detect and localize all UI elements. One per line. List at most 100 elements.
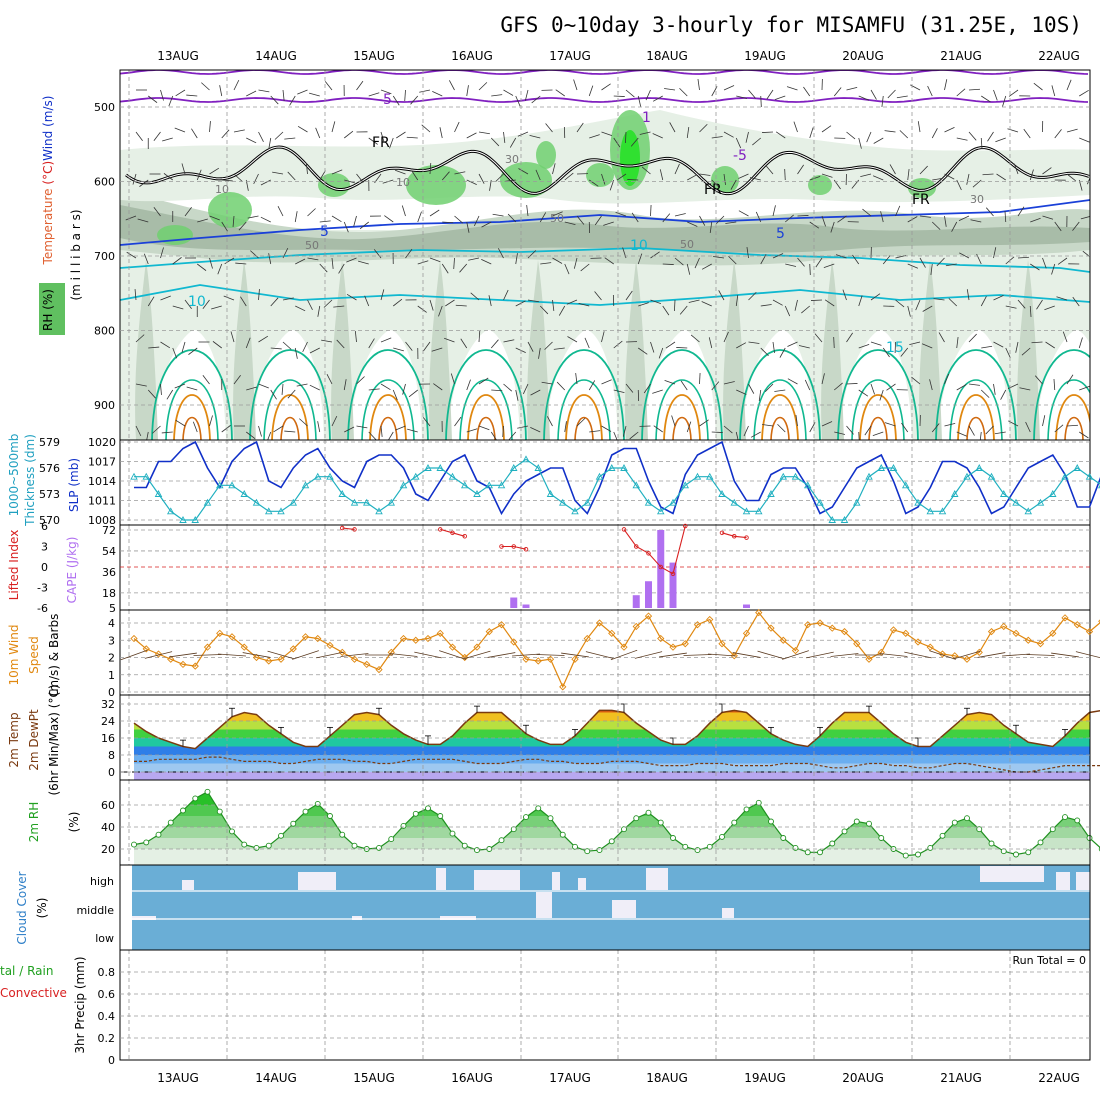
wind-barb: [866, 131, 872, 143]
wind-barb: [676, 347, 688, 349]
wind-barb: [309, 92, 320, 97]
temp-contour-25-arc: [770, 416, 790, 440]
rh-marker: [559, 831, 566, 838]
wind-barb: [931, 221, 941, 230]
thickness-marker: [791, 472, 800, 480]
thickness-marker: [914, 498, 922, 506]
side-label-part: 10m Wind: [7, 625, 21, 686]
temp-contour-20-arc: [173, 394, 211, 440]
temp-contour-20-arc: [369, 394, 407, 440]
wind-barb: [641, 166, 651, 175]
rh-marker: [461, 842, 468, 849]
wind-barb: [466, 179, 477, 186]
wind-speed-marker: [448, 643, 457, 651]
wind-barb: [736, 95, 748, 99]
wind-barb: [429, 209, 440, 217]
wind-speed-marker: [289, 645, 297, 653]
wind-barb: [760, 304, 772, 307]
thickness-marker: [191, 516, 200, 523]
wind-barb: [723, 85, 735, 91]
wind-barb: [346, 293, 357, 301]
wind-barb: [930, 263, 933, 275]
wind-speed-marker: [632, 622, 640, 631]
wind-barb-10m: [316, 651, 344, 659]
wind-barb: [907, 263, 919, 269]
wind-barb: [294, 211, 298, 223]
wind-barb: [629, 431, 639, 440]
side-label-part: RH (%): [41, 289, 55, 331]
rh-marker: [902, 852, 909, 859]
wind-barb: [564, 263, 570, 275]
wind-barb: [764, 383, 774, 393]
wind-barb: [980, 296, 987, 307]
cloud-clear-gap: [646, 868, 668, 890]
wind-barb: [956, 179, 962, 191]
wind-barb: [956, 137, 968, 141]
rh-plume-moist: [919, 260, 942, 440]
wind-barb: [638, 347, 648, 355]
rh-marker: [964, 815, 970, 822]
side-label: (%): [35, 898, 49, 919]
wind-speed-marker: [657, 634, 665, 643]
wind-barb: [772, 299, 783, 306]
wind-barb: [442, 221, 454, 224]
wind-barb: [553, 347, 565, 350]
wind-barb: [929, 379, 933, 391]
wind-barb: [406, 136, 418, 139]
wind-barb: [638, 302, 649, 307]
wind-barb: [209, 215, 220, 221]
wind-barb: [736, 342, 747, 349]
thickness-tick-label: 579: [39, 436, 60, 449]
wind-speed-marker: [559, 683, 567, 691]
wind-barb: [669, 122, 676, 133]
wind-barb: [882, 347, 890, 358]
wind-barb: [718, 290, 725, 301]
wind-barb: [895, 299, 905, 308]
wind-barb: [172, 347, 178, 359]
wind-barb: [711, 136, 723, 139]
wind-barb: [573, 257, 578, 269]
wind-barb: [1021, 347, 1031, 356]
wind10m-panel: 0 1 2 3 4: [108, 609, 1100, 699]
rh-plume-moist: [821, 260, 844, 440]
wind-barb: [186, 386, 198, 391]
wind-barb: [197, 218, 208, 223]
wind-barb: [772, 205, 776, 217]
wind-barb: [323, 299, 333, 308]
side-label-part: 3hr Precip (mm): [73, 956, 87, 1053]
rh-marker: [817, 849, 823, 856]
wind-speed-marker: [595, 619, 604, 627]
temp-contour-20-arc: [859, 394, 897, 440]
contour-label: 10: [188, 294, 206, 310]
wind-barb: [161, 431, 173, 434]
thickness-marker: [1061, 472, 1069, 480]
wind-barb: [880, 211, 884, 223]
wind-barb: [627, 179, 639, 181]
wind-barb: [775, 131, 786, 139]
wind-barb: [1078, 337, 1083, 349]
wind-barb: [573, 79, 578, 91]
rh-marker: [339, 831, 346, 838]
bottom-date-axis: 13AUG 14AUG 15AUG 16AUG 17AUG 18AUG 19AUG 20AUG…: [157, 1071, 1080, 1085]
wind-speed-marker: [571, 655, 579, 663]
cloud-clear-gap: [578, 878, 586, 890]
rh-marker: [866, 820, 872, 827]
pressure-tick-label: 500: [94, 101, 115, 114]
wind-speed-marker: [546, 655, 555, 663]
wind-speed-marker: [216, 629, 224, 637]
side-label-part: Cloud Cover: [15, 871, 29, 944]
temp-contour-15-inner: [655, 379, 709, 440]
wind-speed-marker: [828, 624, 836, 632]
wind-barb: [588, 380, 596, 391]
thickness-marker: [338, 490, 347, 497]
wind-barb: [652, 95, 663, 102]
wind-barb: [709, 221, 713, 233]
wind-barb: [959, 252, 970, 259]
slp-tick-label: 1017: [88, 456, 116, 469]
wind-barb: [431, 347, 443, 352]
wind-barb: [589, 134, 600, 139]
wind-barb: [921, 343, 933, 349]
side-label-part: (°C): [41, 161, 55, 185]
wind-barb: [524, 89, 529, 101]
wind-barb: [1079, 137, 1090, 143]
